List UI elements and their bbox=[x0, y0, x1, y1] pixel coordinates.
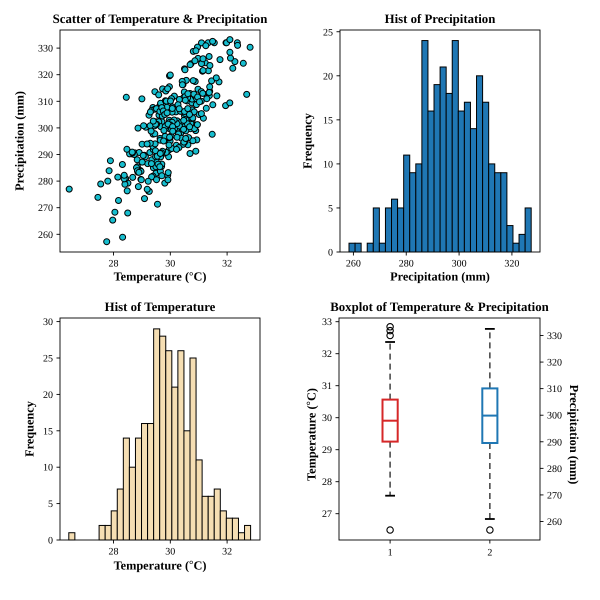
svg-text:280: 280 bbox=[547, 464, 562, 475]
svg-text:330: 330 bbox=[38, 44, 53, 55]
svg-text:0: 0 bbox=[48, 536, 53, 547]
svg-text:20: 20 bbox=[323, 71, 333, 82]
svg-text:Boxplot of Temperature & Preci: Boxplot of Temperature & Precipitation bbox=[330, 300, 548, 314]
svg-text:0: 0 bbox=[328, 248, 333, 259]
svg-text:290: 290 bbox=[547, 437, 562, 448]
svg-text:28: 28 bbox=[109, 547, 119, 558]
svg-text:290: 290 bbox=[38, 150, 53, 161]
svg-text:Temperature (°C): Temperature (°C) bbox=[114, 270, 207, 284]
svg-text:310: 310 bbox=[38, 97, 53, 108]
svg-text:29: 29 bbox=[322, 445, 332, 456]
svg-text:320: 320 bbox=[504, 258, 519, 269]
svg-text:27: 27 bbox=[322, 509, 332, 520]
svg-text:10: 10 bbox=[43, 463, 53, 474]
svg-text:Frequency: Frequency bbox=[23, 400, 37, 457]
svg-text:280: 280 bbox=[38, 177, 53, 188]
svg-text:10: 10 bbox=[323, 159, 333, 170]
svg-text:Hist of Precipitation: Hist of Precipitation bbox=[385, 12, 496, 26]
svg-text:2: 2 bbox=[487, 547, 492, 558]
svg-text:Precipitation (mm): Precipitation (mm) bbox=[567, 385, 581, 485]
svg-text:260: 260 bbox=[346, 258, 361, 269]
svg-text:30: 30 bbox=[165, 258, 175, 269]
svg-text:330: 330 bbox=[547, 331, 562, 342]
svg-text:25: 25 bbox=[323, 27, 333, 38]
svg-text:Frequency: Frequency bbox=[301, 112, 315, 169]
svg-text:1: 1 bbox=[388, 547, 393, 558]
svg-text:Temperature (°C): Temperature (°C) bbox=[114, 558, 207, 572]
svg-text:32: 32 bbox=[222, 258, 232, 269]
svg-text:15: 15 bbox=[43, 426, 53, 437]
svg-text:32: 32 bbox=[222, 547, 232, 558]
svg-text:5: 5 bbox=[328, 203, 333, 214]
svg-text:Precipitation (mm): Precipitation (mm) bbox=[13, 91, 27, 191]
svg-text:Scatter of Temperature & Preci: Scatter of Temperature & Precipitation bbox=[53, 12, 268, 26]
svg-text:30: 30 bbox=[43, 317, 53, 328]
svg-text:28: 28 bbox=[322, 477, 332, 488]
svg-text:270: 270 bbox=[547, 490, 562, 501]
svg-text:30: 30 bbox=[322, 413, 332, 424]
svg-text:310: 310 bbox=[547, 384, 562, 395]
svg-text:33: 33 bbox=[322, 317, 332, 328]
svg-text:5: 5 bbox=[48, 499, 53, 510]
svg-text:20: 20 bbox=[43, 390, 53, 401]
svg-text:300: 300 bbox=[452, 258, 467, 269]
svg-text:270: 270 bbox=[38, 203, 53, 214]
svg-text:25: 25 bbox=[43, 354, 53, 365]
svg-text:30: 30 bbox=[165, 547, 175, 558]
svg-text:280: 280 bbox=[399, 258, 414, 269]
svg-text:300: 300 bbox=[38, 123, 53, 134]
svg-text:260: 260 bbox=[38, 230, 53, 241]
svg-text:Hist of Temperature: Hist of Temperature bbox=[105, 300, 216, 314]
svg-text:Temperature (°C): Temperature (°C) bbox=[304, 388, 318, 481]
svg-text:15: 15 bbox=[323, 115, 333, 126]
svg-text:Precipitation (mm): Precipitation (mm) bbox=[390, 270, 490, 284]
svg-text:320: 320 bbox=[38, 70, 53, 81]
svg-text:31: 31 bbox=[322, 381, 332, 392]
svg-text:320: 320 bbox=[547, 358, 562, 369]
svg-text:300: 300 bbox=[547, 411, 562, 422]
svg-text:260: 260 bbox=[547, 517, 562, 528]
svg-text:28: 28 bbox=[109, 258, 119, 269]
svg-text:32: 32 bbox=[322, 349, 332, 360]
